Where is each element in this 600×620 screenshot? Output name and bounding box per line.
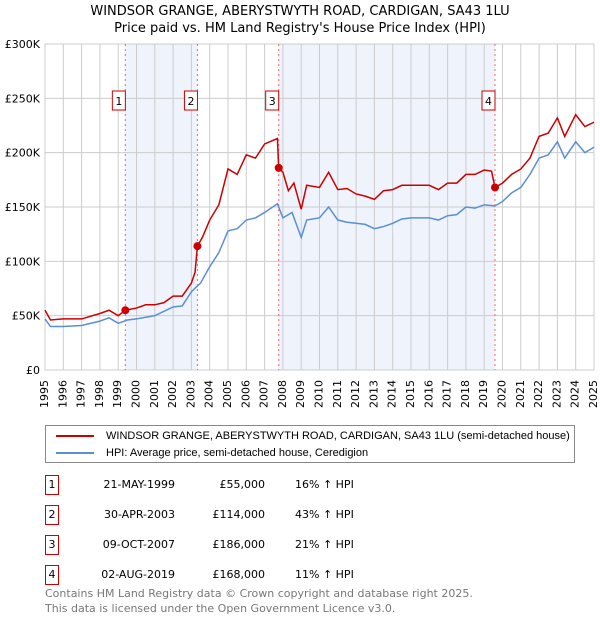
sale-date: 21-MAY-1999 (103, 478, 175, 491)
x-tick-label: 2016 (422, 380, 435, 408)
x-tick-label: 2021 (514, 380, 527, 408)
x-tick-label: 2002 (166, 380, 179, 408)
x-tick-label: 2008 (276, 380, 289, 408)
y-tick-label: £250K (5, 92, 41, 105)
sale-label: 4 (485, 95, 492, 108)
sale-number: 3 (45, 535, 59, 555)
x-tick-label: 1997 (75, 380, 88, 408)
x-tick-label: 2000 (130, 380, 143, 408)
sale-date: 09-OCT-2007 (102, 538, 175, 551)
sale-point (121, 306, 130, 315)
sale-point (274, 163, 283, 172)
y-tick-label: £0 (26, 364, 40, 377)
y-tick-label: £50K (12, 310, 41, 323)
plot-area: 1995 1996 1997 1998 1999 2000 2001 2002 2003 2004… (5, 38, 600, 408)
x-tick-label: 2024 (569, 380, 582, 408)
x-tick-label: 2025 (587, 380, 600, 408)
x-tick-label: 2003 (184, 380, 197, 408)
x-tick-label: 2001 (148, 380, 161, 408)
x-tick-label: 2005 (221, 380, 234, 408)
legend: WINDSOR GRANGE, ABERYSTWYTH ROAD, CARDIG… (45, 425, 575, 463)
x-tick-label: 2013 (367, 380, 380, 408)
sale-price: £55,000 (219, 478, 266, 491)
x-tick-label: 2009 (294, 380, 307, 408)
x-tick-label: 2007 (258, 380, 271, 408)
legend-label-hpi: HPI: Average price, semi-detached house,… (106, 447, 369, 459)
x-tick-label: 1999 (111, 380, 124, 408)
x-tick-label: 2022 (532, 380, 545, 408)
x-tick-label: 2010 (313, 380, 326, 408)
sale-label-box (111, 90, 126, 111)
sale-price: £186,000 (212, 538, 266, 551)
legend-label-property: WINDSOR GRANGE, ABERYSTWYTH ROAD, CARDIG… (106, 430, 570, 442)
sale-number: 2 (45, 505, 59, 525)
sale-number: 1 (45, 475, 59, 495)
chart-subtitle: Price paid vs. HM Land Registry's House … (114, 21, 486, 36)
x-tick-label: 2004 (203, 380, 216, 408)
sale-hpi-diff: 11% ↑ HPI (295, 568, 354, 581)
sale-hpi-diff: 21% ↑ HPI (295, 538, 354, 551)
x-tick-label: 2023 (550, 380, 563, 408)
x-tick-label: 2018 (459, 380, 472, 408)
sale-label-box (183, 90, 198, 111)
property-price-line (44, 113, 595, 321)
sale-hpi-diff: 43% ↑ HPI (295, 508, 354, 521)
sale-date: 30-APR-2003 (103, 508, 175, 521)
hpi-line (44, 140, 595, 328)
footer-licence: This data is licensed under the Open Gov… (45, 602, 396, 615)
sale-label: 2 (187, 95, 194, 108)
x-tick-label: 1996 (56, 380, 69, 408)
y-tick-label: £150K (5, 201, 41, 214)
x-tick-label: 1995 (38, 380, 51, 408)
sale-number: 4 (45, 565, 59, 585)
x-tick-label: 2017 (441, 380, 454, 408)
sale-price: £114,000 (212, 508, 266, 521)
y-tick-label: £300K (5, 38, 41, 51)
sale-label: 1 (115, 95, 122, 108)
y-tick-label: £200K (5, 147, 41, 160)
plot-border (44, 43, 595, 371)
sale-date: 02-AUG-2019 (101, 568, 175, 581)
x-tick-label: 2014 (386, 380, 399, 408)
legend-swatch-blue (56, 452, 94, 454)
sale-label-box (481, 90, 496, 111)
x-tick-label: 2020 (496, 380, 509, 408)
chart-title: WINDSOR GRANGE, ABERYSTWYTH ROAD, CARDIG… (90, 4, 510, 19)
sale-point (193, 242, 202, 251)
sale-label-box (265, 90, 280, 111)
x-tick-label: 2019 (477, 380, 490, 408)
sale-label: 3 (269, 95, 276, 108)
x-tick-label: 2006 (239, 380, 252, 408)
x-tick-label: 2015 (404, 380, 417, 408)
y-tick-label: £100K (5, 255, 41, 268)
x-tick-label: 2011 (331, 380, 344, 408)
sale-price: £168,000 (212, 568, 266, 581)
legend-swatch-red (56, 435, 94, 437)
sale-point (490, 183, 499, 192)
x-tick-label: 1998 (93, 380, 106, 408)
sale-hpi-diff: 16% ↑ HPI (295, 478, 354, 491)
footer-copyright: Contains HM Land Registry data © Crown c… (45, 587, 473, 600)
x-tick-label: 2012 (349, 380, 362, 408)
